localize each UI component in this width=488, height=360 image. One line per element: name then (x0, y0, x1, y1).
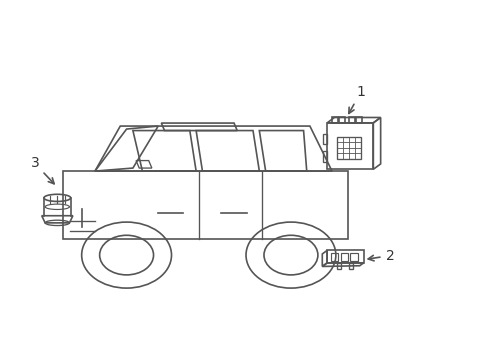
Bar (326, 123, 372, 169)
Bar (326, 250, 363, 263)
Bar (331, 117, 337, 123)
Bar (336, 137, 361, 158)
Bar (340, 252, 347, 261)
Bar (339, 117, 345, 123)
Bar (323, 134, 326, 144)
Bar (323, 152, 326, 162)
Bar (336, 263, 340, 269)
Text: 3: 3 (30, 157, 54, 184)
Bar (330, 252, 338, 261)
Bar (348, 117, 354, 123)
Text: 2: 2 (367, 249, 393, 263)
Bar (348, 263, 352, 269)
Text: 1: 1 (348, 85, 365, 113)
Bar (356, 117, 362, 123)
Bar (350, 252, 357, 261)
